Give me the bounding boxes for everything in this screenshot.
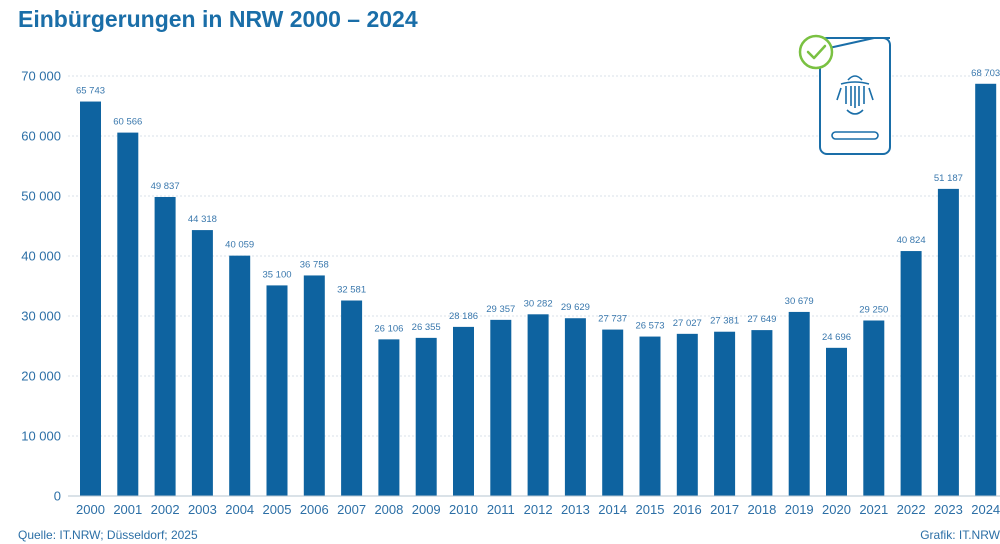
data-label: 30 282	[524, 298, 553, 309]
bar	[341, 300, 363, 496]
data-label: 35 100	[262, 269, 291, 280]
y-axis-ticks: 0 10 000 20 000 30 000 40 000 50 000 60 000 70 …	[21, 69, 61, 504]
bar	[826, 347, 847, 496]
data-label: 29 629	[561, 302, 590, 313]
data-label: 29 357	[486, 304, 515, 315]
bar	[415, 337, 437, 496]
data-label: 24 696	[822, 332, 851, 343]
x-tick-label: 2010	[449, 502, 478, 517]
bar	[714, 331, 736, 496]
data-label: 40 059	[225, 240, 254, 251]
passport-check-icon	[798, 34, 891, 155]
x-tick-label: 2022	[897, 502, 926, 517]
data-label: 27 737	[598, 314, 627, 325]
y-tick-label: 40 000	[21, 249, 61, 264]
data-label: 26 106	[374, 323, 403, 334]
data-label: 27 381	[710, 316, 739, 327]
x-tick-label: 2002	[151, 502, 180, 517]
bar	[490, 319, 512, 496]
bar	[154, 196, 176, 496]
data-label: 51 187	[934, 173, 963, 184]
x-tick-label: 2012	[524, 502, 553, 517]
x-tick-label: 2017	[710, 502, 739, 517]
data-label: 44 318	[188, 214, 217, 225]
data-label: 60 566	[113, 117, 142, 128]
x-tick-label: 2013	[561, 502, 590, 517]
bar	[303, 275, 325, 496]
bar	[863, 320, 885, 496]
source-note: Quelle: IT.NRW; Düsseldorf; 2025	[18, 528, 198, 542]
x-tick-label: 2019	[785, 502, 814, 517]
x-axis-ticks: 2000 2001 2002 2003 2004 2005 2006 2007 2008 2009…	[76, 502, 1000, 517]
bar	[378, 339, 400, 496]
data-label: 29 250	[859, 305, 888, 316]
y-tick-label: 50 000	[21, 189, 61, 204]
data-label: 26 573	[635, 321, 664, 332]
x-tick-label: 2009	[412, 502, 441, 517]
bar	[751, 330, 773, 496]
bar	[602, 329, 624, 496]
data-label: 49 837	[151, 181, 180, 192]
bar	[639, 336, 661, 496]
x-tick-label: 2020	[822, 502, 851, 517]
x-tick-label: 2011	[487, 502, 515, 517]
bar	[191, 230, 213, 497]
x-tick-label: 2018	[747, 502, 776, 517]
bar	[788, 311, 810, 496]
bars	[80, 83, 997, 497]
bar	[229, 255, 251, 496]
x-tick-label: 2005	[263, 502, 292, 517]
data-label: 28 186	[449, 311, 478, 322]
bar	[900, 251, 922, 496]
data-label: 27 027	[673, 318, 702, 329]
bar	[937, 188, 959, 497]
bar	[266, 285, 288, 496]
y-tick-label: 60 000	[21, 129, 61, 144]
bar	[975, 83, 997, 497]
x-tick-label: 2007	[337, 502, 366, 517]
bar	[676, 333, 698, 496]
bar	[527, 314, 549, 496]
data-label: 40 824	[897, 235, 926, 246]
bar	[564, 318, 586, 496]
data-labels: 65 743 60 566 49 837 44 318 40 059 35 100 36 7…	[76, 68, 1000, 343]
bar	[453, 326, 474, 496]
y-tick-label: 0	[54, 489, 61, 504]
y-tick-label: 30 000	[21, 309, 61, 324]
y-tick-label: 20 000	[21, 369, 61, 384]
data-label: 32 581	[337, 285, 366, 296]
x-tick-label: 2014	[598, 502, 627, 517]
y-tick-label: 10 000	[21, 429, 61, 444]
chart-title: Einbürgerungen in NRW 2000 – 2024	[18, 6, 418, 32]
data-label: 65 743	[76, 86, 105, 97]
x-tick-label: 2016	[673, 502, 702, 517]
bar	[117, 132, 139, 496]
x-tick-label: 2000	[76, 502, 105, 517]
x-tick-label: 2008	[374, 502, 403, 517]
x-tick-label: 2024	[971, 502, 1000, 517]
x-tick-label: 2003	[188, 502, 217, 517]
x-tick-label: 2006	[300, 502, 329, 517]
data-label: 26 355	[412, 322, 441, 333]
x-tick-label: 2015	[636, 502, 665, 517]
x-tick-label: 2021	[859, 502, 888, 517]
bar	[80, 101, 101, 497]
graphic-credit: Grafik: IT.NRW	[920, 528, 1000, 542]
x-tick-label: 2023	[934, 502, 963, 517]
data-label: 30 679	[785, 296, 814, 307]
data-label: 36 758	[300, 259, 329, 270]
x-tick-label: 2001	[113, 502, 142, 517]
y-tick-label: 70 000	[21, 69, 61, 84]
data-label: 27 649	[747, 314, 776, 325]
x-tick-label: 2004	[225, 502, 254, 517]
data-label: 68 703	[971, 68, 1000, 79]
